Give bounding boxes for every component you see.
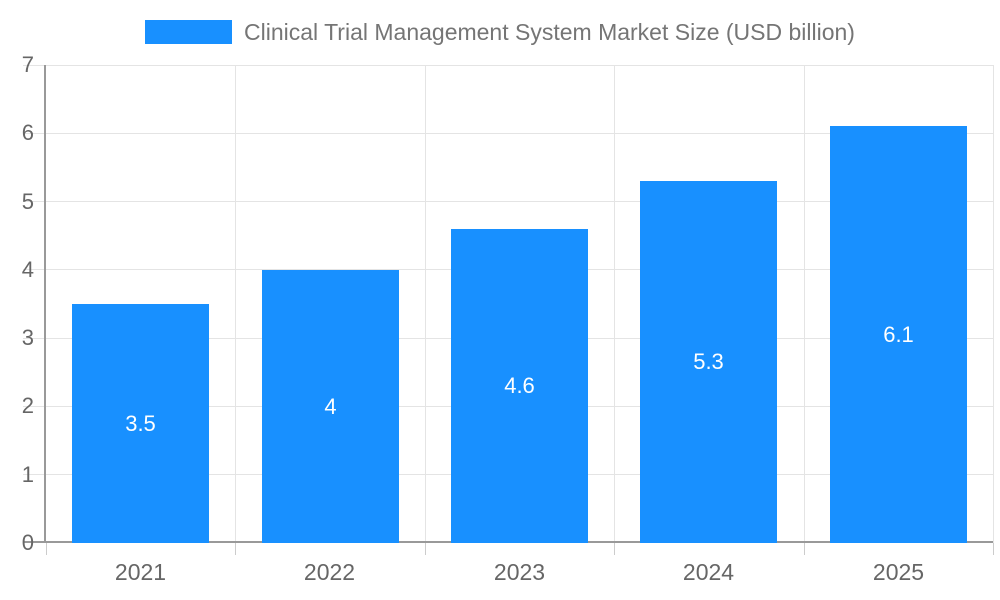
bar-value-label: 6.1 [883,321,914,347]
y-axis-label: 7 [21,52,34,77]
gridline-vertical [993,65,994,543]
x-axis-label: 2025 [872,559,925,585]
x-axis-tick [46,543,47,555]
bar-value-label: 3.5 [125,410,156,436]
chart-title: Clinical Trial Management System Market … [244,19,855,45]
legend-swatch [145,20,232,44]
gridline-vertical [614,65,615,543]
y-axis-label: 6 [21,120,34,146]
y-axis-label: 4 [21,256,34,282]
x-axis-label: 2022 [303,559,356,585]
gridline-vertical [235,65,236,543]
y-axis-label: 5 [21,188,34,214]
bar: 4 [262,270,399,543]
x-axis-tick [614,543,615,555]
bar: 4.6 [451,229,588,543]
x-axis-tick [993,543,994,555]
bar: 5.3 [640,181,777,543]
x-axis-label: 2021 [114,559,167,585]
gridline-horizontal [23,201,993,203]
y-axis-label: 3 [21,325,34,351]
bar-value-label: 4 [324,393,337,419]
x-axis-label: 2023 [493,559,546,585]
bar: 3.5 [72,304,209,543]
gridline-vertical [425,65,426,543]
x-axis-tick [235,543,236,555]
gridline-horizontal [23,64,993,66]
y-axis-line [44,65,46,543]
x-axis-tick [425,543,426,555]
bar: 6.1 [830,126,967,543]
x-axis-label: 2024 [682,559,735,585]
y-axis-label: 2 [21,393,34,419]
bar-value-label: 5.3 [693,349,724,374]
plot-area: 3.5 4 4.6 5.3 6.1 [23,64,994,555]
gridline-vertical [804,65,805,543]
gridline-horizontal [23,132,993,134]
y-axis-label: 0 [21,530,34,555]
chart-legend: Clinical Trial Management System Market … [0,17,1000,47]
bar-value-label: 4.6 [504,373,535,398]
y-axis-label: 1 [21,461,34,487]
x-axis-tick [804,543,805,555]
